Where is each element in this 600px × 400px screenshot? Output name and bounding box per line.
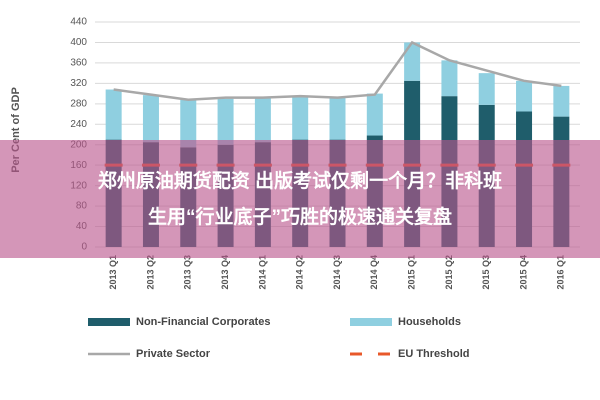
x-tick-label: 2014 Q3 [332, 255, 342, 290]
legend-label: Non-Financial Corporates [136, 316, 270, 328]
bar-segment [441, 60, 458, 97]
y-tick-label: 440 [70, 17, 87, 28]
banner-background [0, 140, 600, 258]
bar-segment [142, 95, 159, 143]
bar-segment [292, 96, 309, 140]
x-tick-label: 2013 Q4 [220, 255, 230, 290]
x-tick-label: 2015 Q4 [518, 255, 528, 290]
y-tick-label: 360 [70, 58, 87, 69]
line [113, 40, 562, 101]
x-tick-label: 2016 Q1 [556, 255, 566, 290]
bar-segment [329, 97, 346, 140]
y-tick-label: 400 [70, 37, 87, 48]
x-tick-label: 2015 Q1 [406, 255, 416, 290]
legend-label: Private Sector [136, 348, 211, 360]
bar-segment [180, 99, 197, 148]
banner-text: 生用“行业底子”巧胜的极速通关复盘 [148, 205, 452, 228]
bar-segment [105, 89, 122, 140]
x-tick-label: 2015 Q2 [444, 255, 454, 290]
x-tick-label: 2014 Q4 [369, 255, 379, 290]
bar-segment [478, 73, 495, 105]
x-tick-label: 2013 Q3 [183, 255, 193, 290]
bar-segment [553, 85, 570, 117]
y-tick-label: 320 [70, 78, 87, 89]
x-tick-label: 2015 Q3 [481, 255, 491, 290]
legend-swatch [88, 318, 130, 326]
bar-segment [254, 97, 271, 143]
y-tick-label: 240 [70, 119, 87, 130]
x-tick-label: 2014 Q2 [295, 255, 305, 290]
legend-label: Households [398, 316, 461, 328]
x-tick-label: 2013 Q1 [108, 255, 118, 290]
y-tick-label: 280 [70, 98, 87, 109]
bar-segment [404, 42, 421, 81]
bar-segment [366, 93, 383, 136]
legend-label: EU Threshold [398, 348, 470, 360]
legend-swatch [350, 318, 392, 326]
x-tick-label: 2013 Q2 [145, 255, 155, 290]
bar-segment [217, 98, 234, 145]
bar-segment [516, 80, 533, 112]
banner-text: 郑州原油期货配资 出版考试仅剩一个月？非科班 [98, 169, 502, 192]
x-tick-label: 2014 Q1 [257, 255, 267, 290]
